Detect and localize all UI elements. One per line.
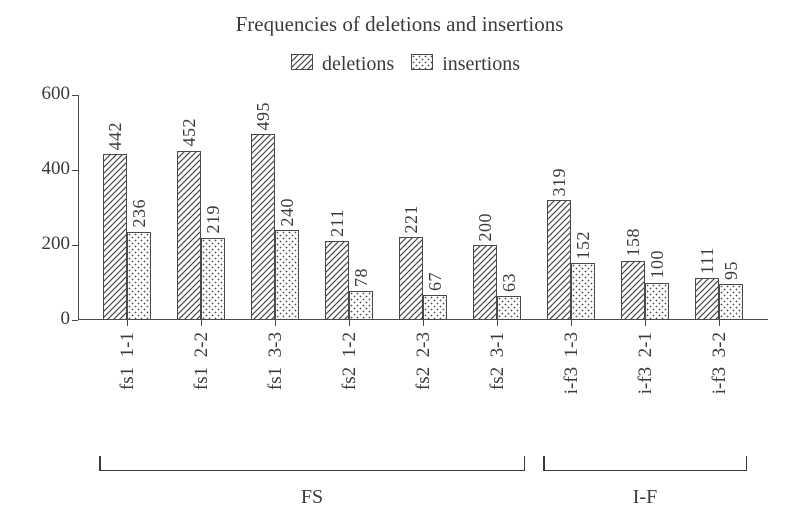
bar-value-insertions: 95 (721, 261, 742, 280)
x-tick-mark (719, 320, 720, 326)
bracket-end (524, 456, 526, 470)
bracket-end (746, 456, 748, 470)
category-label: fs2 1-2 (339, 332, 361, 390)
bar-insertions (127, 232, 151, 321)
bar-insertions (645, 283, 669, 321)
y-tick-mark (72, 320, 78, 321)
plot-area: 0200400600442236fs1 1-1452219fs1 2-24952… (78, 95, 768, 320)
bar-deletions (251, 134, 275, 320)
category-label: fs1 2-2 (191, 332, 213, 390)
y-tick-mark (72, 245, 78, 246)
bar-deletions (399, 237, 423, 320)
group-bracket (543, 456, 747, 471)
bar-deletions (103, 154, 127, 320)
bar-value-deletions: 221 (401, 205, 422, 234)
category-label: i-f3 1-3 (561, 332, 583, 394)
bar-value-insertions: 63 (499, 273, 520, 292)
x-tick-mark (497, 320, 498, 326)
bar-value-insertions: 152 (573, 231, 594, 260)
bar-value-insertions: 236 (129, 199, 150, 228)
bar-value-insertions: 219 (203, 205, 224, 234)
bracket-end (99, 456, 101, 470)
group-bracket-label: FS (99, 486, 525, 509)
group-bracket-label: I-F (543, 486, 747, 509)
x-tick-mark (275, 320, 276, 326)
bar-value-insertions: 100 (647, 250, 668, 279)
legend-swatch-deletions (291, 54, 313, 70)
y-tick-label: 200 (20, 233, 70, 255)
x-tick-mark (423, 320, 424, 326)
bar-deletions (621, 261, 645, 320)
legend: deletions insertions (0, 52, 799, 76)
category-label: fs1 3-3 (265, 332, 287, 390)
bar-insertions (275, 230, 299, 320)
legend-swatch-insertions (411, 54, 433, 70)
bar-deletions (547, 200, 571, 320)
bar-value-deletions: 495 (253, 102, 274, 131)
bar-value-insertions: 67 (425, 272, 446, 291)
bar-value-deletions: 442 (105, 122, 126, 151)
y-tick-label: 400 (20, 158, 70, 180)
bar-value-insertions: 78 (351, 268, 372, 287)
x-tick-mark (349, 320, 350, 326)
x-tick-mark (201, 320, 202, 326)
category-label: fs2 2-3 (413, 332, 435, 390)
y-tick-label: 600 (20, 83, 70, 105)
figure: Frequencies of deletions and insertions … (0, 0, 799, 530)
bracket-end (543, 456, 545, 470)
y-axis (78, 95, 79, 320)
bar-insertions (201, 238, 225, 320)
x-tick-mark (127, 320, 128, 326)
bar-deletions (325, 241, 349, 320)
legend-label-deletions: deletions (322, 53, 394, 75)
bar-value-deletions: 158 (623, 228, 644, 257)
bar-deletions (695, 278, 719, 320)
x-tick-mark (645, 320, 646, 326)
bar-value-deletions: 211 (327, 209, 348, 237)
category-label: fs2 3-1 (487, 332, 509, 390)
bar-insertions (349, 291, 373, 320)
bar-value-deletions: 452 (179, 118, 200, 147)
category-label: i-f3 3-2 (709, 332, 731, 394)
bar-insertions (423, 295, 447, 320)
y-tick-label: 0 (20, 308, 70, 330)
bar-deletions (473, 245, 497, 320)
y-tick-mark (72, 95, 78, 96)
bar-value-deletions: 319 (549, 168, 570, 197)
legend-label-insertions: insertions (442, 53, 520, 75)
y-tick-mark (72, 170, 78, 171)
bar-value-deletions: 200 (475, 213, 496, 242)
x-tick-mark (571, 320, 572, 326)
bar-insertions (571, 263, 595, 320)
chart-title: Frequencies of deletions and insertions (0, 12, 799, 37)
bar-value-insertions: 240 (277, 198, 298, 227)
bar-insertions (719, 284, 743, 320)
group-bracket (99, 456, 525, 471)
bar-deletions (177, 151, 201, 321)
category-label: i-f3 2-1 (635, 332, 657, 394)
category-label: fs1 1-1 (117, 332, 139, 390)
bar-value-deletions: 111 (697, 247, 718, 274)
bar-insertions (497, 296, 521, 320)
